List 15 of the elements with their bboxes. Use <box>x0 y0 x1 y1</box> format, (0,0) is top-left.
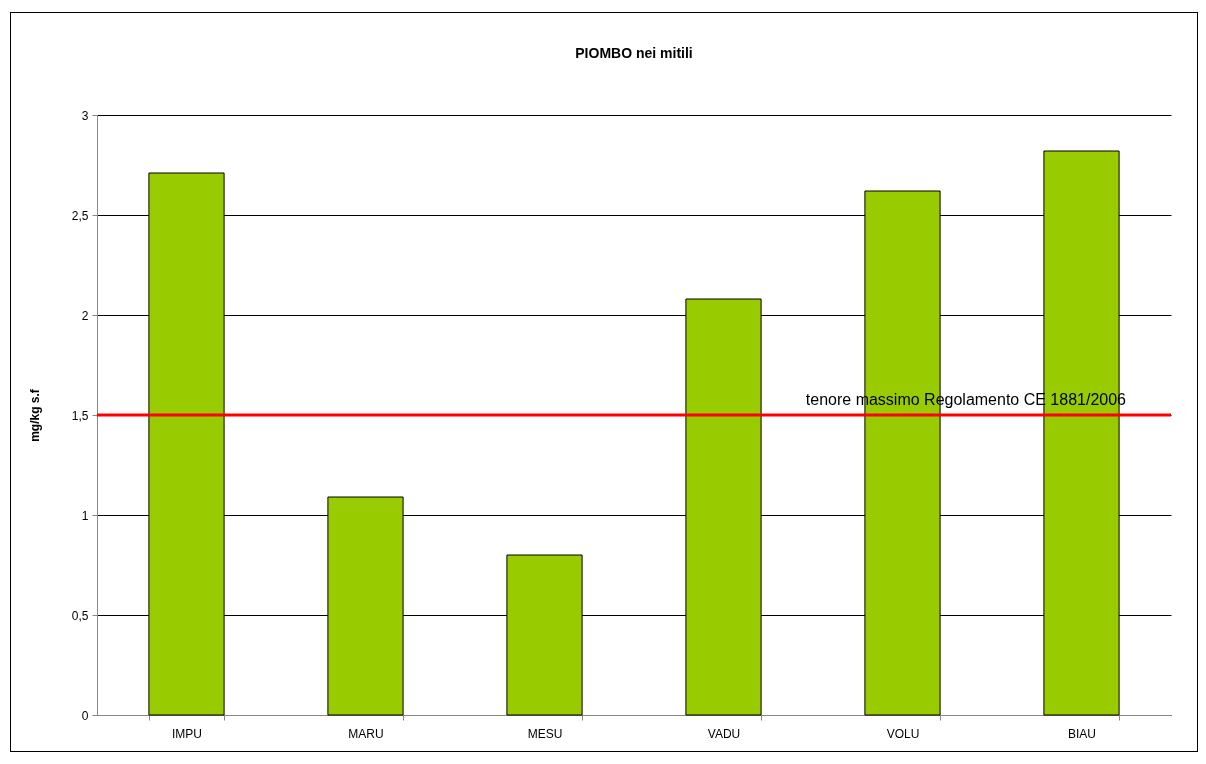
x-tick-label: BIAU <box>1067 726 1097 741</box>
x-tick-label: IMPU <box>172 726 202 741</box>
x-tick-label: VADU <box>707 726 741 741</box>
y-tick-label: 0 <box>81 708 89 723</box>
y-tick-label: 2 <box>81 308 89 323</box>
y-tick-label: 1 <box>81 508 89 523</box>
chart-title: PIOMBO nei mitili <box>575 45 693 61</box>
y-axis-title: mg/kg s.f <box>27 388 42 442</box>
y-tick-label: 1,5 <box>71 408 89 423</box>
x-tick-label: MESU <box>527 726 563 741</box>
x-tick-label: MARU <box>348 726 384 741</box>
y-tick-label: 0,5 <box>71 608 89 623</box>
y-tick-label: 2,5 <box>71 208 89 223</box>
y-tick-label: 3 <box>81 108 89 123</box>
x-tick-label: VOLU <box>886 726 920 741</box>
